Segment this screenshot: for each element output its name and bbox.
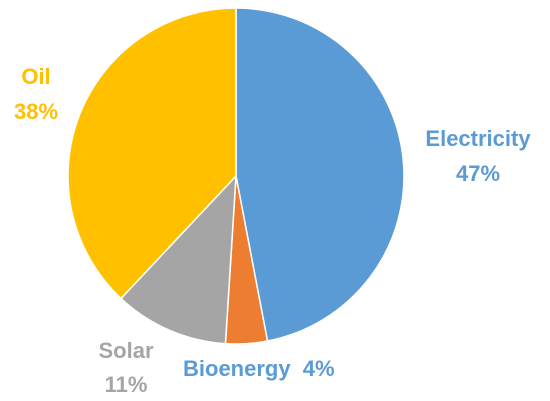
solar-percent: 11% bbox=[105, 372, 148, 397]
pie-slice-electricity bbox=[235, 7, 405, 342]
pie-slices bbox=[67, 7, 405, 345]
solar-label: Solar bbox=[98, 338, 153, 363]
pie-slice-solar bbox=[119, 173, 237, 345]
bioenergy-name: Bioenergy bbox=[183, 356, 291, 381]
bioenergy-percent: 4% bbox=[303, 356, 335, 381]
electricity-label: Electricity bbox=[425, 126, 531, 151]
oil-percent: 38% bbox=[14, 99, 58, 124]
electricity-percent: 47% bbox=[456, 161, 500, 186]
pie-slice-oil bbox=[67, 7, 237, 300]
bioenergy-label: Bioenergy 4% bbox=[183, 356, 335, 381]
oil-label: Oil bbox=[21, 64, 50, 89]
